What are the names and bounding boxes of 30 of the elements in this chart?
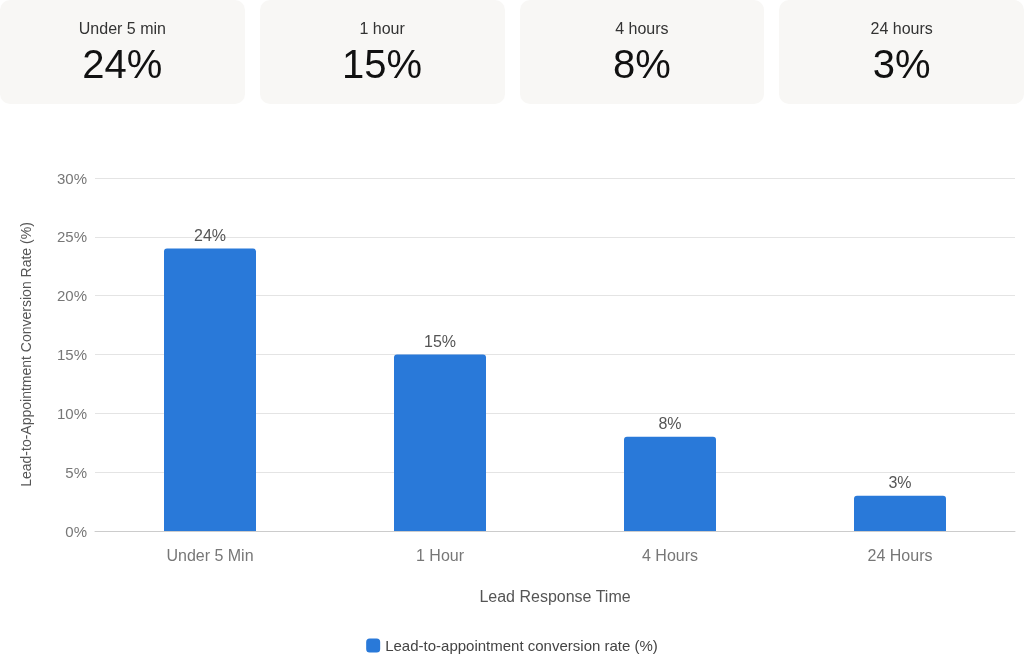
data-label: 8% [658, 415, 682, 433]
y-tick-label: 15% [56, 346, 87, 363]
y-tick-label: 30% [56, 169, 87, 187]
data-label: 3% [888, 474, 912, 492]
bar [624, 436, 716, 531]
bar [394, 354, 486, 531]
text: 3% [872, 42, 931, 86]
y-tick-label: 20% [56, 287, 87, 305]
y-tick-label: 5% [65, 463, 87, 481]
category-label: 1 hour [358, 20, 406, 38]
text: 24% [82, 42, 163, 86]
bar [854, 495, 946, 531]
category-label: 4 hours [614, 20, 670, 38]
text: 15% [342, 42, 423, 86]
legend-label: Lead-to-appointment conversion rate (%) [385, 637, 658, 654]
category-label: 24 hours [869, 20, 934, 38]
text: 8% [612, 42, 671, 86]
y-axis-title: Lead-to-Appointment Conversion Rate (%) [18, 222, 34, 487]
data-label: 15% [423, 333, 457, 350]
y-tick-label: 25% [56, 228, 87, 246]
category-label: Under 5 min [77, 20, 167, 38]
x-tick-label: 4 Hours [641, 546, 699, 564]
y-tick-label: 0% [65, 522, 87, 540]
x-tick-label: 24 Hours [867, 546, 933, 564]
x-tick-label: Under 5 Min [166, 546, 254, 564]
x-tick-label: 1 Hour [415, 546, 465, 564]
y-tick-label: 10% [56, 404, 87, 422]
data-label: 24% [193, 227, 227, 245]
x-axis-title: Lead Response Time [479, 587, 631, 605]
bar [164, 248, 256, 531]
